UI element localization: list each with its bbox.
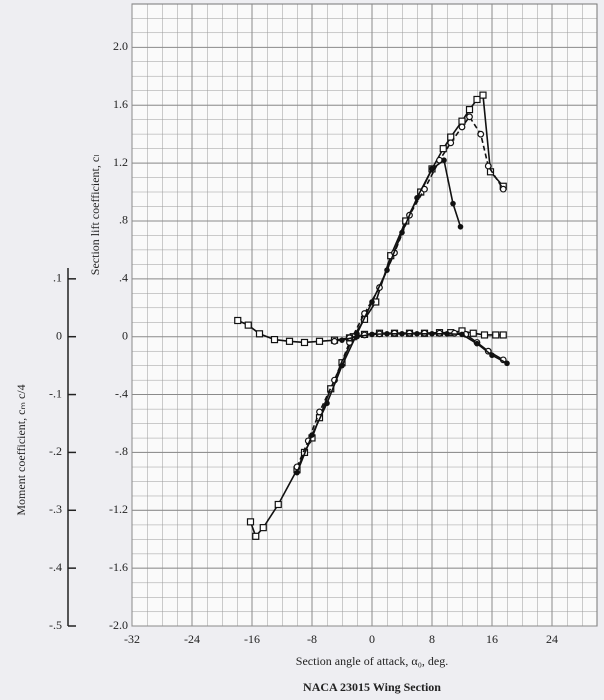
marker <box>244 321 252 329</box>
y-tick-label: .4 <box>119 271 128 285</box>
marker <box>484 162 492 170</box>
x-tick-label: 8 <box>429 632 435 646</box>
marker <box>492 331 500 339</box>
y-tick-label: -.4 <box>115 386 128 400</box>
caption: NACA 23015 Wing Section <box>303 680 441 694</box>
marker <box>447 139 455 147</box>
marker <box>369 331 375 338</box>
y-tick-label: 1.2 <box>113 155 128 169</box>
marker <box>369 299 375 305</box>
marker <box>300 338 309 347</box>
x-tick-label: 16 <box>486 632 498 646</box>
y-tick-label: 0 <box>122 328 128 342</box>
marker <box>414 331 420 337</box>
marker <box>399 229 405 236</box>
marker <box>499 331 507 339</box>
marker <box>473 95 481 104</box>
y-tick-label: -1.6 <box>109 560 128 574</box>
marker <box>274 500 282 509</box>
x-tick-label: -16 <box>244 632 260 646</box>
marker <box>465 105 474 114</box>
marker <box>479 91 487 99</box>
x-tick-label: -32 <box>124 632 140 646</box>
y2-tick-label: -.1 <box>49 386 62 400</box>
marker <box>252 532 260 540</box>
marker <box>504 360 510 367</box>
marker <box>384 267 390 273</box>
marker <box>439 145 447 153</box>
marker <box>499 185 507 193</box>
marker <box>324 400 330 407</box>
marker <box>457 223 464 230</box>
x-tick-label: 0 <box>369 632 375 646</box>
x-tick-label: -24 <box>184 632 200 646</box>
marker <box>450 200 456 207</box>
marker <box>331 337 338 345</box>
y-tick-label: 1.6 <box>113 97 128 111</box>
marker <box>480 331 489 339</box>
marker <box>255 330 264 338</box>
x-tick-label: 24 <box>546 632 558 646</box>
y2-tick-label: 0 <box>56 328 62 342</box>
marker <box>384 331 390 337</box>
marker <box>458 123 466 131</box>
marker <box>444 331 450 337</box>
marker <box>294 469 300 476</box>
marker <box>489 352 495 359</box>
marker <box>414 195 420 201</box>
marker <box>270 335 279 344</box>
marker <box>429 331 435 337</box>
y2-tick-label: -.5 <box>49 618 62 632</box>
y-tick-label: .8 <box>119 213 128 227</box>
marker <box>441 157 447 164</box>
marker <box>354 333 360 340</box>
y2-tick-label: -.3 <box>49 502 62 516</box>
marker <box>309 432 315 438</box>
marker <box>315 337 324 345</box>
y2-tick-label: .1 <box>53 271 62 285</box>
marker <box>474 340 480 347</box>
marker <box>466 113 473 121</box>
marker <box>259 524 267 532</box>
y2-tick-label: -.4 <box>49 560 62 574</box>
y-tick-label: -.8 <box>115 444 128 458</box>
marker <box>234 316 242 325</box>
marker <box>469 329 477 337</box>
marker <box>246 518 255 526</box>
marker <box>429 166 435 172</box>
y-tick-label: -1.2 <box>109 502 128 516</box>
marker <box>458 117 466 125</box>
x-axis-label: Section angle of attack, α₀, deg. <box>296 654 448 668</box>
marker <box>399 331 405 337</box>
y2-axis-label: Moment coefficient, cₘ c/4 <box>14 384 28 515</box>
y-tick-label: -2.0 <box>109 618 128 632</box>
marker <box>339 362 345 369</box>
y2-tick-label: -.2 <box>49 444 62 458</box>
marker <box>285 337 294 345</box>
y-axis-label: Section lift coefficient, cₗ <box>88 155 102 275</box>
marker <box>339 337 345 343</box>
y-tick-label: 2.0 <box>113 39 128 53</box>
marker <box>459 331 465 338</box>
x-tick-label: -8 <box>307 632 317 646</box>
marker <box>477 130 485 138</box>
